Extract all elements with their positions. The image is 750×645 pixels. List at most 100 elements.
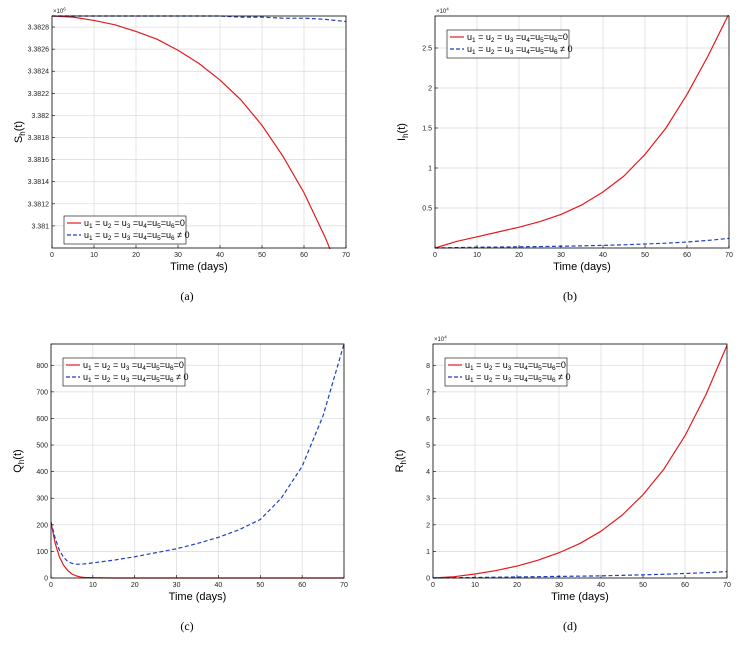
legend-entry-label: u1 = u2 = u3 =u4=u5=u6 ≠ 0 [83,372,189,384]
legend: u1 = u2 = u3 =u4=u5=u6=0u1 = u2 = u3 =u4… [63,215,190,245]
x-tick-label: 30 [555,582,563,589]
x-tick-label: 10 [89,582,97,589]
y-tick-label: 7 [426,389,430,396]
x-tick-label: 50 [641,252,649,259]
y-axis-title: Ih(t) [396,123,410,141]
y-tick-label: 1 [428,166,432,173]
y-tick-label: 400 [36,469,48,476]
x-tick-label: 0 [433,252,437,259]
x-tick-label: 0 [49,582,53,589]
plot-frame [51,15,347,249]
x-tick-label: 20 [132,252,140,259]
y-tick-label: 0 [44,576,48,583]
y-tick-label: 1.5 [422,126,432,133]
y-tick-label: 8 [426,363,430,370]
legend-entry-label: u1 = u2 = u3 =u4=u5=u6=0 [84,218,185,230]
y-tick-label: 600 [36,416,48,423]
y-tick-label: 2 [428,86,432,93]
y-tick-label: 700 [36,389,48,396]
series-line-with-control [433,571,727,579]
plot-frame [432,343,728,579]
series-line-no-control [435,15,729,249]
y-multiplier: ×104 [436,7,449,16]
x-tick-label: 70 [723,582,731,589]
y-tick-label: 3.381 [31,223,49,230]
x-tick-label: 70 [340,582,348,589]
x-tick-label: 20 [515,252,523,259]
y-tick-label: 2 [426,522,430,529]
panel-caption: (d) [563,619,577,633]
plot-area [52,16,346,248]
x-axis-title: Time (days) [169,591,227,603]
y-tick-label: 3.3828 [28,25,50,32]
x-tick-label: 20 [513,582,521,589]
y-tick-label: 0 [426,576,430,583]
y-tick-label: 6 [426,416,430,423]
x-axis-title: Time (days) [551,591,609,603]
panel-caption: (c) [180,619,193,633]
x-tick-label: 50 [258,252,266,259]
y-tick-label: 200 [36,522,48,529]
x-tick-label: 50 [639,582,647,589]
y-tick-label: 3.3812 [28,201,50,208]
series-line-with-control [435,237,729,249]
y-axis-title: Sh(t) [13,121,27,143]
x-tick-label: 40 [597,582,605,589]
x-tick-label: 40 [599,252,607,259]
y-tick-label: 800 [36,363,48,370]
y-multiplier: ×104 [434,335,447,344]
y-tick-label: 3.3814 [28,179,50,186]
series-line-no-control [433,345,727,579]
y-tick-label: 300 [36,496,48,503]
legend-box [62,357,186,387]
x-tick-label: 60 [298,582,306,589]
legend: u1 = u2 = u3 =u4=u5=u6=0u1 = u2 = u3 =u4… [62,357,189,387]
x-tick-label: 30 [173,582,181,589]
x-tick-label: 0 [431,582,435,589]
plot-frame [50,343,345,579]
y-tick-label: 3.3816 [28,157,50,164]
y-tick-label: 5 [426,443,430,450]
chart-panel-b: 0 10 20 30 40 50 60 70 0.5 1 1.5 2 2.5 ×104 Time (days… [396,7,733,304]
x-tick-label: 10 [471,582,479,589]
panel-caption: (a) [180,289,193,303]
y-tick-label: 3.3824 [28,69,50,76]
x-tick-label: 30 [557,252,565,259]
panel-caption: (b) [563,289,577,303]
y-multiplier: ×106 [53,7,66,16]
legend-box [444,357,568,387]
x-tick-label: 0 [50,252,54,259]
x-tick-label: 60 [681,582,689,589]
x-tick-label: 40 [215,582,223,589]
chart-panel-d: 0 10 20 30 40 50 60 70 0 1 2 3 4 5 6 7 8 ×104 Time (days) R… [394,335,731,634]
y-axis-title: Qh(t) [12,449,26,472]
y-tick-label: 3.3826 [28,47,50,54]
y-tick-label: 2.5 [422,46,432,53]
legend-entry-label: u1 = u2 = u3 =u4=u5=u6 ≠ 0 [465,372,571,384]
y-tick-label: 3.382 [31,113,49,120]
x-tick-label: 60 [683,252,691,259]
y-tick-label: 3.3822 [28,91,50,98]
legend-entry-label: u1 = u2 = u3 =u4=u5=u6 ≠ 0 [84,230,190,242]
legend-box [63,215,187,245]
y-tick-label: 100 [36,549,48,556]
x-axis-title: Time (days) [170,261,228,273]
legend-box [446,29,570,59]
legend-entry-label: u1 = u2 = u3 =u4=u5=u6=0 [83,360,184,372]
x-tick-label: 40 [216,252,224,259]
chart-panel-c: 0 10 20 30 40 50 60 700100200300400500600700800… [12,343,348,633]
legend-entry-label: u1 = u2 = u3 =u4=u5=u6 ≠ 0 [467,44,573,56]
x-tick-label: 10 [90,252,98,259]
y-tick-label: 1 [426,549,430,556]
y-tick-label: 4 [426,469,430,476]
x-tick-label: 70 [725,252,733,259]
x-tick-label: 10 [473,252,481,259]
x-tick-label: 20 [131,582,139,589]
x-tick-label: 30 [174,252,182,259]
y-tick-label: 500 [36,443,48,450]
y-axis-title: Rh(t) [394,450,408,473]
legend: u1 = u2 = u3 =u4=u5=u6=0u1 = u2 = u3 =u4… [444,357,571,387]
y-tick-label: 3.3818 [28,135,50,142]
x-tick-label: 70 [342,252,350,259]
